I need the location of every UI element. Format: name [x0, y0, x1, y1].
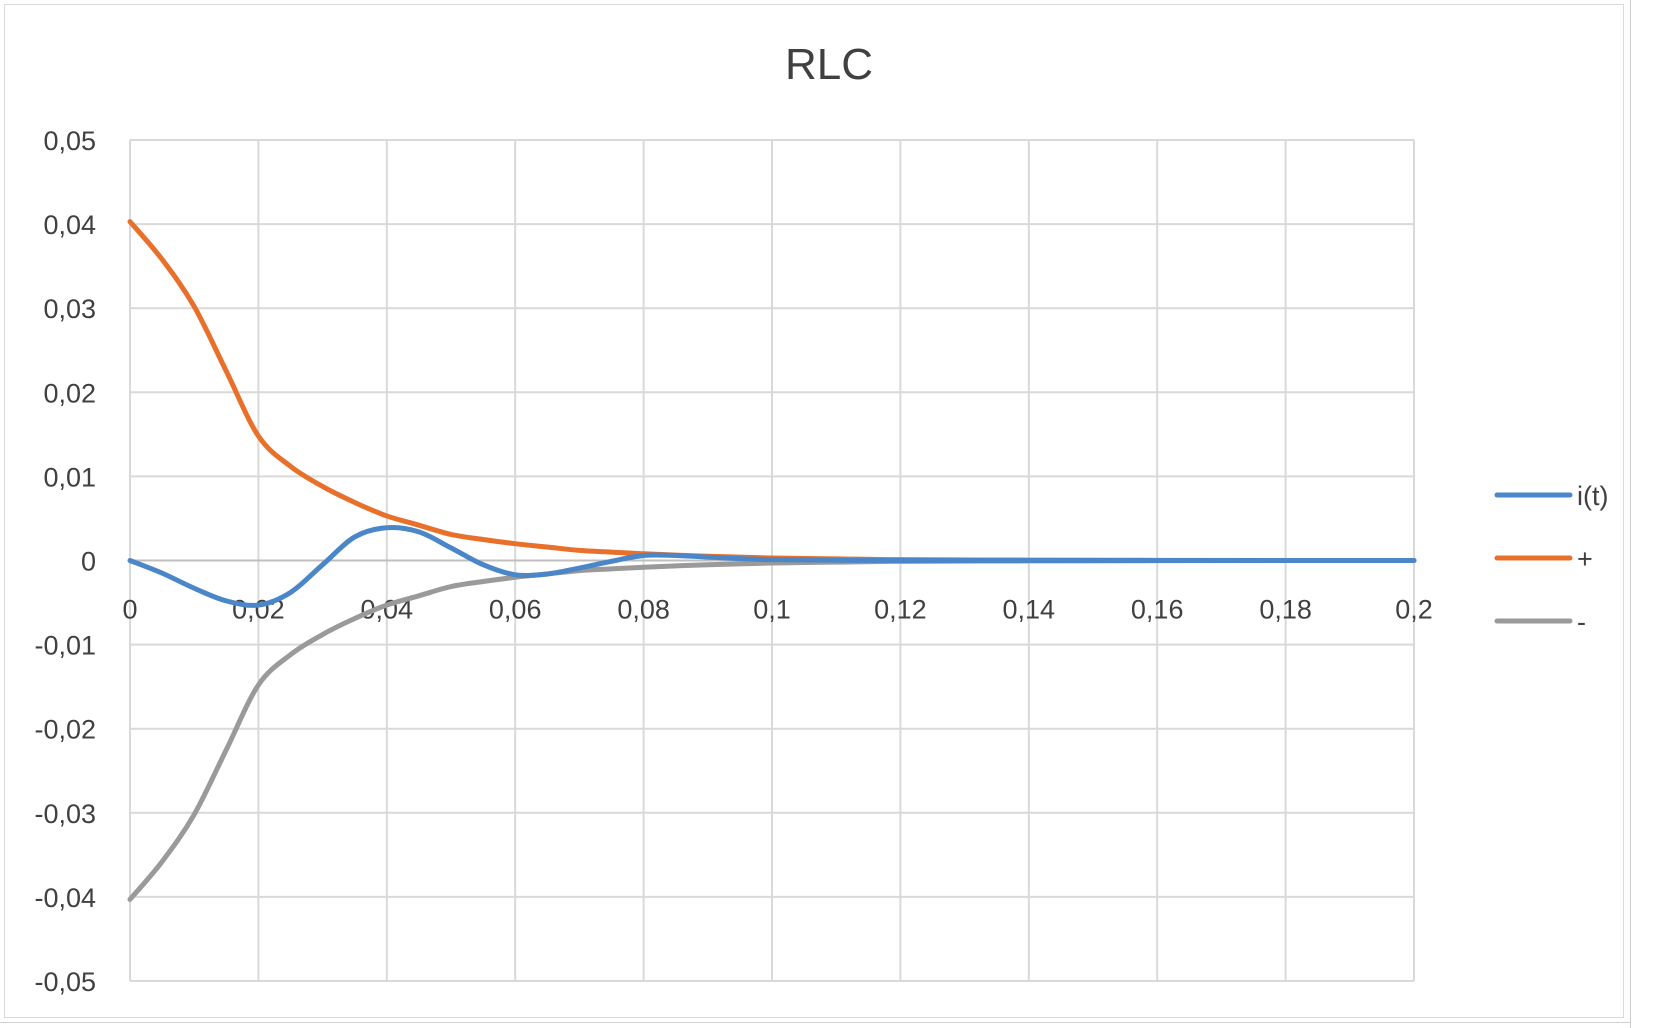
x-tick-label: 0: [122, 595, 137, 625]
y-tick-label: 0,05: [43, 126, 96, 156]
y-tick-label: 0,04: [43, 210, 96, 240]
y-tick-label: 0,03: [43, 294, 96, 324]
legend: i(t) + -: [1494, 481, 1608, 637]
x-tick-label: 0,18: [1259, 595, 1312, 625]
chart-title: RLC: [785, 40, 873, 89]
y-axis-tick-labels: 0,05 0,04 0,03 0,02 0,01 0 -0,01 -0,02 -0,03 -0,0…: [34, 126, 96, 997]
sheet-edge-bottom: [0, 1022, 1630, 1028]
y-tick-label: -0,04: [34, 883, 96, 913]
x-tick-label: 0,14: [1003, 595, 1056, 625]
legend-label: -: [1577, 607, 1586, 637]
y-tick-label: 0,01: [43, 462, 96, 492]
y-tick-label: -0,02: [34, 715, 96, 745]
x-tick-label: 0,12: [874, 595, 927, 625]
x-axis-tick-labels: 0 0,02 0,04 0,06 0,08 0,1 0,12 0,14 0,16 0,18 0,2: [122, 595, 1432, 625]
legend-label: i(t): [1577, 481, 1608, 511]
legend-label: +: [1577, 544, 1593, 574]
y-tick-label: -0,05: [34, 967, 96, 997]
sheet-edge-right: [1630, 0, 1664, 1028]
y-tick-label: -0,03: [34, 799, 96, 829]
series-line-0: [127, 525, 1417, 608]
x-tick-label: 0,06: [489, 595, 542, 625]
x-tick-label: 0,2: [1395, 595, 1433, 625]
y-tick-label: -0,01: [34, 631, 96, 661]
x-tick-label: 0,08: [617, 595, 670, 625]
x-tick-label: 0,1: [753, 595, 791, 625]
x-tick-label: 0,16: [1131, 595, 1184, 625]
y-tick-label: 0: [81, 547, 96, 577]
plot-series: [127, 219, 1417, 902]
y-tick-label: 0,02: [43, 378, 96, 408]
chart-area: [4, 4, 1624, 1018]
